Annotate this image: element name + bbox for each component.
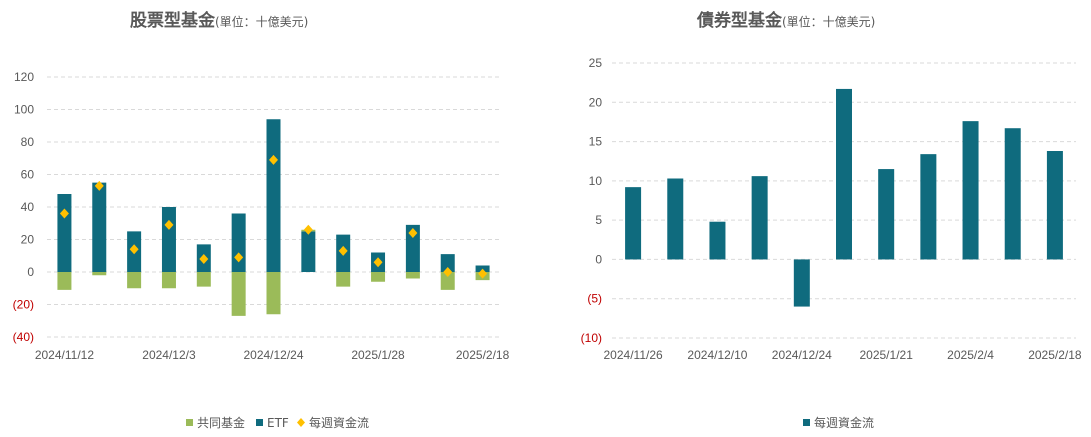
x-tick-label: 2024/12/24 xyxy=(772,348,832,362)
bond-fund-chart: 債券型基金 (單位：十億美元) 25 20 15 10 5 0 (5) (10) 2024/1… xyxy=(581,10,1082,430)
x-tick-label: 2025/1/21 xyxy=(859,348,913,362)
bar-etf xyxy=(405,224,420,272)
marker-weekly-flow xyxy=(129,244,139,255)
x-tick-label: 2024/12/10 xyxy=(687,348,747,362)
bar-bond-weekly-flow xyxy=(793,259,810,307)
legend-swatch-weekly-flow xyxy=(297,418,305,427)
legend-label-weekly-flow: 每週資金流 xyxy=(309,415,369,430)
bar-bond-weekly-flow xyxy=(1004,128,1021,260)
y-tick-label: 0 xyxy=(27,265,34,279)
x-tick-label: 2025/2/18 xyxy=(1028,348,1082,362)
y-tick-label: 10 xyxy=(589,174,603,188)
equity-x-axis: 2024/11/12 2024/12/3 2024/12/24 2025/1/28 20… xyxy=(35,348,510,362)
bar-bond-weekly-flow xyxy=(836,88,852,260)
equity-y-axis: 120 100 80 60 40 20 0 (20) (40) xyxy=(13,70,35,344)
equity-bars xyxy=(57,119,490,316)
equity-markers xyxy=(59,154,488,279)
x-tick-label: 2024/11/12 xyxy=(35,348,94,362)
equity-legend: 共同基金 ETF 每週資金流 xyxy=(186,415,369,430)
y-tick-label: 80 xyxy=(21,135,35,149)
bond-y-axis: 25 20 15 10 5 0 (5) (10) xyxy=(581,56,603,345)
bar-bond-weekly-flow xyxy=(878,169,895,260)
x-tick-label: 2025/2/4 xyxy=(947,348,994,362)
legend-label-etf: ETF xyxy=(267,416,289,430)
bar-mutual-fund xyxy=(336,272,351,287)
y-tick-label: (10) xyxy=(581,331,602,345)
legend-swatch-etf xyxy=(256,419,263,426)
bar-etf xyxy=(92,182,107,272)
bar-etf xyxy=(440,254,455,272)
marker-weekly-flow xyxy=(199,254,209,264)
legend-swatch-mutual-fund xyxy=(186,419,193,426)
y-tick-label: 20 xyxy=(21,233,35,247)
bar-bond-weekly-flow xyxy=(751,176,768,260)
bond-bars xyxy=(625,88,1063,307)
marker-weekly-flow xyxy=(443,267,453,277)
bar-mutual-fund xyxy=(57,272,72,290)
equity-chart-title: 股票型基金 xyxy=(130,10,216,31)
y-tick-label: (20) xyxy=(13,298,34,312)
y-tick-label: 120 xyxy=(14,70,34,84)
marker-weekly-flow xyxy=(408,228,418,238)
bar-bond-weekly-flow xyxy=(667,178,684,260)
marker-weekly-flow xyxy=(94,180,104,191)
marker-weekly-flow xyxy=(234,252,244,263)
bar-mutual-fund xyxy=(196,272,211,287)
bar-etf xyxy=(231,213,246,272)
equity-chart-subtitle: (單位：十億美元) xyxy=(215,14,308,29)
legend-label-bond-weekly-flow: 每週資金流 xyxy=(814,415,874,430)
y-tick-label: 60 xyxy=(21,168,35,182)
bar-bond-weekly-flow xyxy=(962,121,979,260)
marker-weekly-flow xyxy=(478,268,488,279)
legend-swatch-bond-weekly-flow xyxy=(803,419,810,426)
bar-bond-weekly-flow xyxy=(1046,151,1063,260)
bond-chart-title: 債券型基金 xyxy=(696,10,783,31)
x-tick-label: 2025/2/18 xyxy=(456,348,510,362)
bar-mutual-fund xyxy=(127,272,142,289)
bar-etf xyxy=(266,119,281,272)
bar-etf xyxy=(57,194,72,272)
x-tick-label: 2024/12/24 xyxy=(243,348,303,362)
bond-chart-subtitle: (單位：十億美元) xyxy=(782,14,875,29)
marker-weekly-flow xyxy=(269,154,278,165)
y-tick-label: 15 xyxy=(589,135,603,149)
y-tick-label: 25 xyxy=(589,56,603,70)
bar-mutual-fund xyxy=(371,272,386,282)
bar-bond-weekly-flow xyxy=(625,187,642,260)
y-tick-label: 100 xyxy=(14,103,34,117)
bar-etf xyxy=(161,207,176,272)
bond-x-axis: 2024/11/26 2024/12/10 2024/12/24 2025/1/21 2… xyxy=(604,348,1082,362)
bar-bond-weekly-flow xyxy=(920,154,937,260)
y-tick-label: (40) xyxy=(13,330,34,344)
bar-mutual-fund xyxy=(266,272,281,315)
y-tick-label: (5) xyxy=(587,292,602,306)
bar-etf xyxy=(301,231,316,272)
y-tick-label: 5 xyxy=(595,213,602,227)
legend-label-mutual-fund: 共同基金 xyxy=(197,415,245,430)
marker-weekly-flow xyxy=(373,257,383,268)
y-tick-label: 40 xyxy=(21,200,35,214)
bar-mutual-fund xyxy=(161,272,176,289)
y-tick-label: 0 xyxy=(595,252,602,266)
marker-weekly-flow xyxy=(338,245,348,256)
bar-mutual-fund xyxy=(92,272,107,276)
bar-mutual-fund xyxy=(231,272,246,316)
equity-fund-chart: 股票型基金 (單位：十億美元) 120100806040200(20)(40) … xyxy=(13,10,510,430)
bar-mutual-fund xyxy=(405,272,420,279)
marker-weekly-flow xyxy=(59,208,69,219)
bar-bond-weekly-flow xyxy=(709,221,726,260)
marker-weekly-flow xyxy=(303,224,313,235)
bond-legend: 每週資金流 xyxy=(803,415,874,430)
bar-mutual-fund xyxy=(440,272,455,290)
y-tick-label: 20 xyxy=(589,95,603,109)
marker-weekly-flow xyxy=(164,219,174,230)
x-tick-label: 2024/12/3 xyxy=(142,348,196,362)
x-tick-label: 2024/11/26 xyxy=(604,348,663,362)
x-tick-label: 2025/1/28 xyxy=(351,348,405,362)
